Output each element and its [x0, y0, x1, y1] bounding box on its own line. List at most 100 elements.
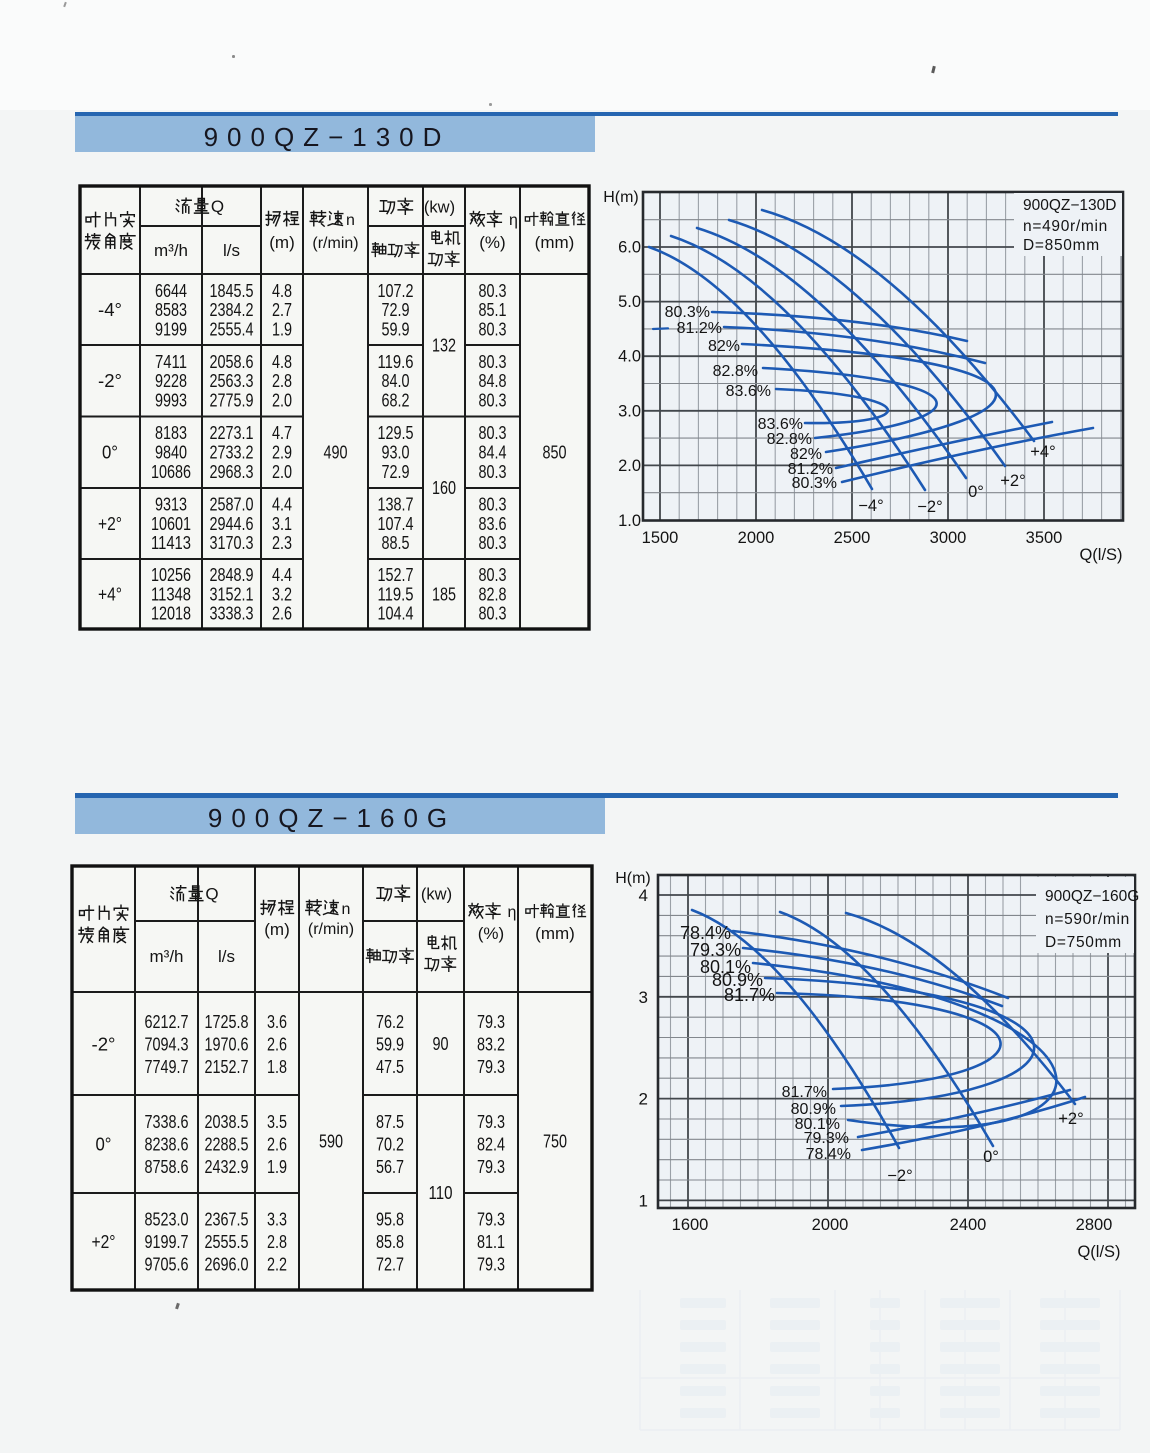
svg-text:D=850mm: D=850mm	[1023, 237, 1100, 254]
svg-text:3: 3	[639, 988, 648, 1007]
svg-text:0°: 0°	[102, 442, 118, 463]
svg-text:2555.5: 2555.5	[205, 1231, 249, 1252]
svg-text:2367.5: 2367.5	[205, 1208, 249, 1229]
svg-text:110: 110	[429, 1182, 453, 1203]
svg-text:79.3%: 79.3%	[690, 940, 741, 960]
svg-text:4.8: 4.8	[272, 280, 292, 301]
svg-text:80.3%: 80.3%	[792, 475, 837, 492]
svg-text:η: η	[508, 904, 517, 921]
svg-text:4: 4	[639, 886, 648, 905]
svg-text:2733.2: 2733.2	[210, 442, 254, 463]
svg-text:−2°: −2°	[917, 498, 942, 516]
svg-text:79.3: 79.3	[477, 1011, 505, 1032]
svg-text:H(m): H(m)	[615, 870, 651, 887]
svg-text:2500: 2500	[834, 529, 871, 547]
svg-text:m³/h: m³/h	[154, 241, 188, 260]
svg-text:119.6: 119.6	[378, 351, 414, 372]
svg-text:-2°: -2°	[92, 1033, 116, 1054]
svg-text:1500: 1500	[642, 529, 679, 547]
svg-text:82.8%: 82.8%	[713, 363, 758, 380]
svg-text:3000: 3000	[930, 529, 967, 547]
svg-text:(%): (%)	[478, 924, 504, 943]
svg-text:82%: 82%	[708, 338, 740, 355]
svg-text:0°: 0°	[983, 1148, 999, 1166]
svg-text:81.1: 81.1	[477, 1231, 505, 1252]
svg-text:79.3: 79.3	[477, 1056, 505, 1077]
svg-text:80.3: 80.3	[479, 280, 507, 301]
svg-text:6644: 6644	[155, 280, 187, 301]
svg-text:88.5: 88.5	[382, 532, 410, 553]
svg-text:2800: 2800	[1076, 1216, 1113, 1234]
svg-text:2.0: 2.0	[272, 389, 292, 410]
svg-text:1725.8: 1725.8	[205, 1011, 249, 1032]
svg-text:2.8: 2.8	[272, 370, 292, 391]
svg-text:3500: 3500	[1026, 529, 1063, 547]
svg-text:83.2: 83.2	[477, 1033, 505, 1054]
svg-text:−2°: −2°	[887, 1167, 912, 1185]
svg-text:2.0: 2.0	[618, 457, 641, 475]
svg-text:3.1: 3.1	[272, 513, 292, 534]
svg-text:107.2: 107.2	[378, 280, 414, 301]
svg-text:2058.6: 2058.6	[210, 351, 254, 372]
svg-text:5.0: 5.0	[618, 293, 641, 311]
svg-text:+2°: +2°	[1058, 1110, 1083, 1128]
svg-text:90: 90	[433, 1033, 449, 1054]
svg-text:3.6: 3.6	[267, 1011, 287, 1032]
svg-text:7094.3: 7094.3	[145, 1033, 189, 1054]
svg-text:3.2: 3.2	[272, 583, 292, 604]
svg-text:79.3: 79.3	[477, 1208, 505, 1229]
svg-text:87.5: 87.5	[376, 1111, 404, 1132]
svg-text:(%): (%)	[479, 233, 505, 252]
svg-text:11413: 11413	[151, 532, 191, 553]
svg-text:104.4: 104.4	[378, 603, 414, 624]
svg-text:11348: 11348	[151, 583, 191, 604]
svg-text:1: 1	[639, 1191, 648, 1210]
svg-text:4.8: 4.8	[272, 351, 292, 372]
svg-text:79.3: 79.3	[477, 1253, 505, 1274]
svg-text:68.2: 68.2	[382, 389, 410, 410]
svg-text:+2°: +2°	[92, 1231, 116, 1252]
svg-text:2400: 2400	[950, 1216, 987, 1234]
svg-text:D=750mm: D=750mm	[1045, 934, 1122, 951]
svg-text:2968.3: 2968.3	[210, 461, 254, 482]
svg-text:2.6: 2.6	[267, 1033, 287, 1054]
svg-text:2.9: 2.9	[272, 442, 292, 463]
svg-text:3.3: 3.3	[267, 1208, 287, 1229]
svg-text:Q(l/S): Q(l/S)	[1079, 546, 1122, 564]
svg-text:3.5: 3.5	[267, 1111, 287, 1132]
svg-text:132: 132	[432, 334, 456, 355]
svg-text:9993: 9993	[155, 389, 187, 410]
svg-text:80.9%: 80.9%	[791, 1101, 836, 1118]
svg-text:80.3: 80.3	[479, 532, 507, 553]
svg-text:85.1: 85.1	[479, 299, 507, 320]
svg-text:129.5: 129.5	[378, 422, 414, 443]
svg-text:+4°: +4°	[1030, 443, 1055, 461]
svg-text:9199.7: 9199.7	[145, 1231, 189, 1252]
svg-text:10256: 10256	[151, 564, 191, 585]
svg-text:81.7%: 81.7%	[724, 985, 775, 1005]
svg-text:84.8: 84.8	[479, 370, 507, 391]
svg-text:80.3: 80.3	[479, 603, 507, 624]
svg-text:1.9: 1.9	[267, 1156, 287, 1177]
svg-text:(kw): (kw)	[424, 199, 455, 217]
svg-text:2563.3: 2563.3	[210, 370, 254, 391]
svg-text:2: 2	[639, 1090, 648, 1109]
svg-text:7411: 7411	[155, 351, 187, 372]
svg-text:(mm): (mm)	[535, 924, 575, 943]
svg-text:9228: 9228	[155, 370, 187, 391]
svg-text:(kw): (kw)	[421, 886, 452, 904]
svg-text:82.8: 82.8	[479, 583, 507, 604]
svg-text:95.8: 95.8	[376, 1208, 404, 1229]
svg-text:12018: 12018	[151, 603, 191, 624]
svg-text:2775.9: 2775.9	[210, 389, 254, 410]
svg-text:9705.6: 9705.6	[145, 1253, 189, 1274]
svg-text:900QZ−130D: 900QZ−130D	[1023, 197, 1117, 214]
svg-text:2432.9: 2432.9	[205, 1156, 249, 1177]
svg-text:2.8: 2.8	[267, 1231, 287, 1252]
svg-text:70.2: 70.2	[376, 1133, 404, 1154]
svg-text:78.4%: 78.4%	[680, 923, 731, 943]
svg-text:81.7%: 81.7%	[782, 1084, 827, 1101]
svg-text:2288.5: 2288.5	[205, 1133, 249, 1154]
svg-text:80.9%: 80.9%	[712, 970, 763, 990]
svg-text:2.0: 2.0	[272, 461, 292, 482]
